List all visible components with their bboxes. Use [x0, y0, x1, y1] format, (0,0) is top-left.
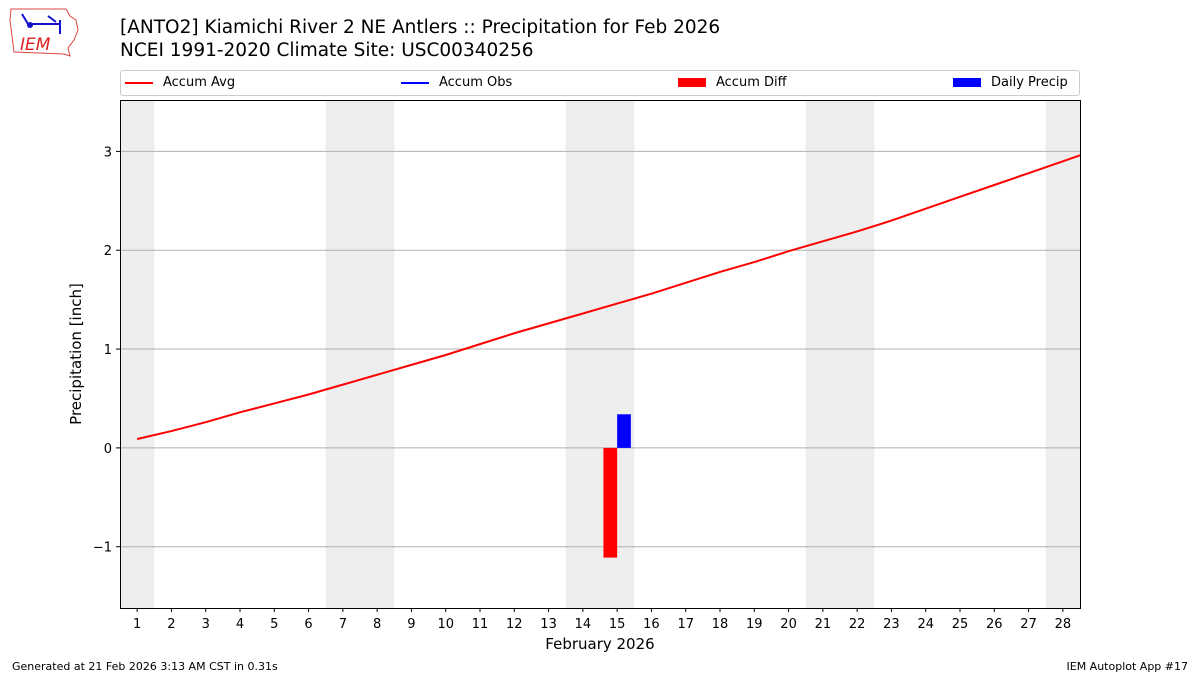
legend: Accum Avg Accum Obs Accum Diff Daily Pre…	[120, 70, 1080, 96]
weekend-shade	[120, 100, 155, 608]
x-tick-label: 18	[712, 617, 729, 632]
x-tick-label: 19	[746, 617, 763, 632]
y-tick-label: −1	[93, 541, 112, 556]
x-tick-label: 16	[643, 617, 660, 632]
svg-text:IEM: IEM	[20, 35, 51, 55]
legend-label: Accum Avg	[163, 75, 236, 90]
plot-frame	[120, 100, 1081, 609]
weekend-shade	[565, 100, 635, 608]
legend-daily-precip: Daily Precip	[953, 75, 1068, 90]
x-axis-label: February 2026	[545, 635, 654, 653]
x-tick-label: 14	[575, 617, 592, 632]
x-tick-label: 22	[849, 617, 866, 632]
iem-logo: IEM	[8, 6, 80, 58]
x-tick-label: 6	[304, 617, 312, 632]
x-tick-label: 21	[815, 617, 832, 632]
x-tick-label: 13	[540, 617, 557, 632]
legend-swatch	[953, 78, 981, 87]
x-tick-label: 20	[780, 617, 797, 632]
x-tick-label: 26	[986, 617, 1003, 632]
line-accum-avg	[136, 154, 1081, 440]
legend-label: Daily Precip	[991, 75, 1068, 90]
legend-accum-avg: Accum Avg	[125, 75, 235, 90]
weekend-shade	[325, 100, 395, 608]
x-tick-label: 10	[437, 617, 454, 632]
chart-title: [ANTO2] Kiamichi River 2 NE Antlers :: P…	[120, 17, 721, 38]
x-tick-label: 17	[677, 617, 694, 632]
chart-subtitle: NCEI 1991-2020 Climate Site: USC00340256	[120, 40, 534, 61]
bar-daily-precip	[617, 414, 631, 448]
x-tick-label: 24	[917, 617, 934, 632]
x-tick-label: 27	[1020, 617, 1037, 632]
x-tick-label: 11	[472, 617, 489, 632]
y-tick-label: 3	[104, 145, 112, 160]
legend-accum-obs: Accum Obs	[401, 75, 512, 90]
x-tick-label: 28	[1055, 617, 1072, 632]
x-tick-label: 4	[236, 617, 244, 632]
y-tick-label: 1	[104, 343, 112, 358]
legend-swatch	[125, 81, 153, 84]
y-tick-label: 2	[104, 244, 112, 259]
weekend-shade	[1045, 100, 1080, 608]
x-tick-label: 9	[407, 617, 415, 632]
x-tick-label: 5	[270, 617, 278, 632]
x-tick-label: 2	[167, 617, 175, 632]
x-tick-label: 3	[202, 617, 210, 632]
x-tick-label: 15	[609, 617, 626, 632]
x-tick-label: 7	[339, 617, 347, 632]
legend-swatch	[401, 81, 429, 84]
x-tick-label: 12	[506, 617, 523, 632]
legend-swatch	[678, 78, 706, 87]
legend-label: Accum Diff	[716, 75, 787, 90]
y-axis-label: Precipitation [inch]	[67, 283, 85, 425]
x-tick-label: 1	[133, 617, 141, 632]
weekend-shade	[805, 100, 875, 608]
x-tick-label: 23	[883, 617, 900, 632]
legend-label: Accum Obs	[439, 75, 513, 90]
bar-accum-diff	[603, 447, 618, 558]
app-note: IEM Autoplot App #17	[1066, 660, 1189, 673]
x-tick-label: 25	[952, 617, 969, 632]
legend-accum-diff: Accum Diff	[678, 75, 787, 90]
y-tick-label: 0	[104, 442, 112, 457]
generated-note: Generated at 21 Feb 2026 3:13 AM CST in …	[12, 660, 278, 673]
x-tick-label: 8	[373, 617, 381, 632]
